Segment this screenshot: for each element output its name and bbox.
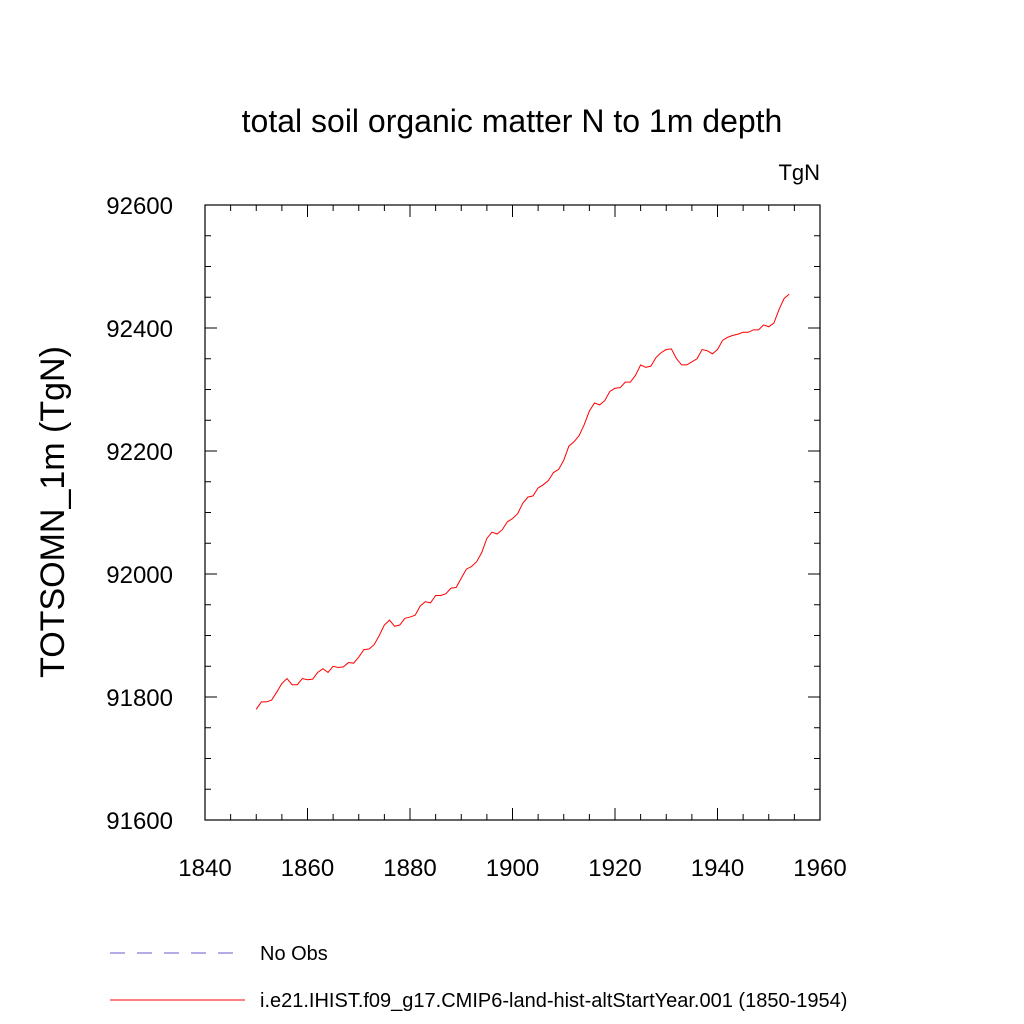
x-tick-label: 1900 [486, 855, 539, 882]
plot-area-frame [204, 204, 821, 821]
y-tick-label: 92200 [106, 439, 173, 466]
axis-ticks: 1840 1860 1880 1900 1920 1940 1960 91600 91800 92… [106, 193, 846, 882]
y-axis-label: TOTSOMN_1m (TgN) [34, 346, 72, 678]
legend-label-0: No Obs [260, 943, 328, 965]
x-tick-label: 1940 [691, 855, 744, 882]
x-tick-label: 1880 [383, 855, 436, 882]
chart-title: total soil organic matter N to 1m depth [242, 103, 783, 139]
series-line-1 [255, 293, 790, 710]
series-lines [255, 293, 790, 710]
legend-label-1: i.e21.IHIST.f09_g17.CMIP6-land-hist-altS… [260, 990, 847, 1012]
x-tick-label: 1920 [588, 855, 641, 882]
legend: No Obs i.e21.IHIST.f09_g17.CMIP6-land-his… [110, 943, 847, 1012]
y-tick-label: 92000 [106, 562, 173, 589]
y-tick-label: 91800 [106, 685, 173, 712]
x-tick-label: 1840 [178, 855, 231, 882]
x-tick-label: 1860 [281, 855, 334, 882]
x-tick-label: 1960 [793, 855, 846, 882]
units-label: TgN [778, 160, 820, 185]
y-tick-label: 92600 [106, 193, 173, 220]
y-tick-label: 92400 [106, 316, 173, 343]
y-tick-label: 91600 [106, 808, 173, 835]
